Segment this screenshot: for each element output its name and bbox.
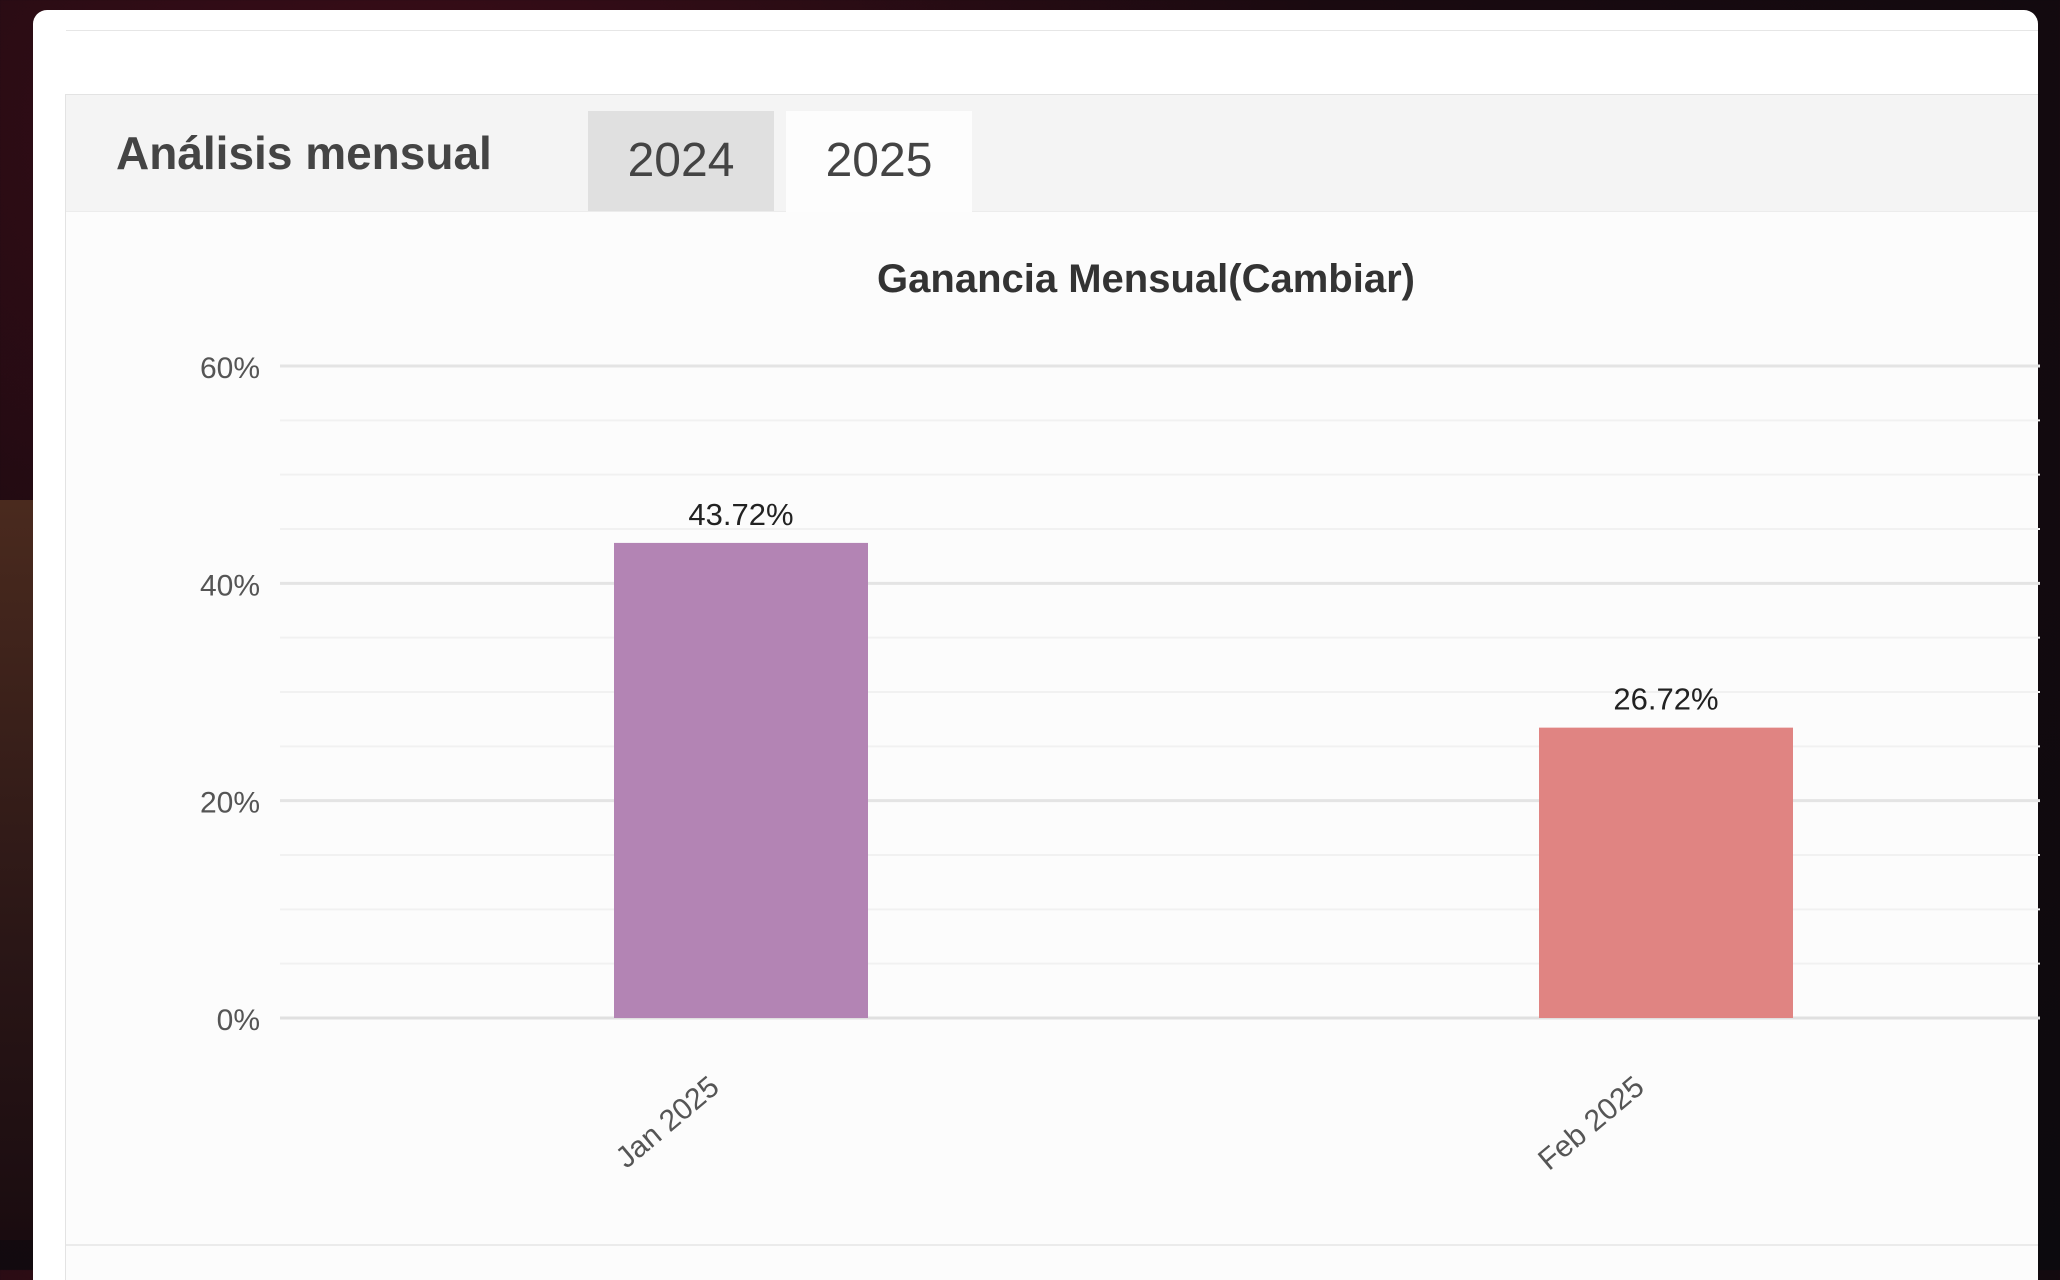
bar-value-label: 26.72% (1613, 682, 1718, 717)
panel-bottom-divider (66, 1244, 2038, 1246)
tab-2025[interactable]: 2025 (786, 111, 972, 212)
card-divider (66, 30, 2038, 31)
x-tick-label: Feb 2025 (1532, 1070, 1650, 1177)
tab-2024[interactable]: 2024 (588, 111, 774, 211)
bar-value-label: 43.72% (688, 497, 793, 532)
bar-feb-2025 (1539, 727, 1793, 1018)
content-card: Análisis mensual 2024 2025 (33, 10, 2038, 1280)
panel-heading: Análisis mensual (116, 127, 492, 179)
chart-title: Ganancia Mensual(Cambiar) (877, 257, 1415, 301)
bar-jan-2025 (614, 542, 868, 1018)
x-axis-ticks: Jan 2025 Feb 2025 (610, 1070, 1651, 1177)
y-tick-label: 40% (200, 569, 260, 602)
monthly-analysis-panel: Análisis mensual 2024 2025 (65, 94, 2038, 1280)
y-tick-label: 0% (217, 1004, 260, 1037)
y-tick-label: 60% (200, 352, 260, 385)
tab-bar: Análisis mensual 2024 2025 (66, 95, 2038, 212)
y-tick-label: 20% (200, 787, 260, 820)
bars (614, 542, 1793, 1018)
y-axis-ticks: 0% 20% 40% 60% (200, 352, 260, 1037)
bar-value-labels: 43.72% 26.72% (688, 497, 1718, 717)
x-tick-label: Jan 2025 (610, 1070, 726, 1175)
